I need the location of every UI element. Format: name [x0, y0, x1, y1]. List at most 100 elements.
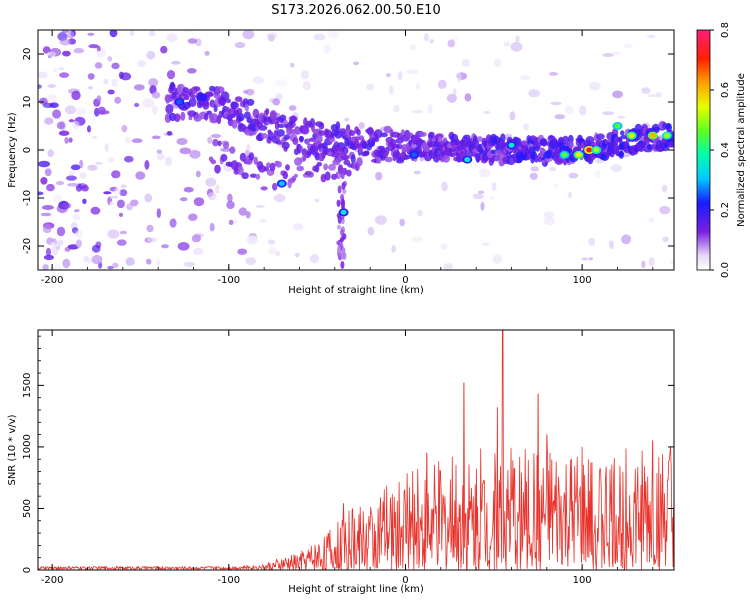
signal-blob: [665, 123, 673, 133]
noise-blob: [215, 184, 220, 194]
noise-blob: [610, 164, 623, 172]
signal-blob: [668, 143, 674, 148]
noise-blob: [252, 76, 265, 85]
signal-blob: [318, 130, 326, 136]
noise-blob: [75, 230, 83, 238]
signal-blob: [652, 126, 660, 132]
noise-blob: [68, 137, 73, 143]
signal-blob: [246, 117, 253, 124]
noise-blob: [130, 30, 134, 36]
noise-blob: [207, 136, 213, 144]
noise-blob: [188, 213, 198, 221]
signal-blob: [286, 126, 293, 136]
signal-blob: [341, 168, 346, 173]
signal-blob: [174, 113, 181, 122]
spectrogram-xtick-label: -100: [217, 275, 240, 286]
noise-blob: [509, 111, 516, 121]
signal-blob: [165, 104, 174, 114]
signal-blob: [210, 159, 217, 165]
noise-blob: [146, 258, 152, 265]
colorbar-tick-label: 0.2: [720, 202, 731, 218]
noise-blob: [375, 171, 383, 181]
signal-blob: [395, 144, 404, 150]
signal-blob: [472, 138, 480, 148]
signal-blob: [596, 133, 605, 140]
noise-blob: [130, 199, 139, 207]
spectrogram-ylabel: Frequency (Hz): [7, 112, 18, 188]
noise-blob: [42, 223, 52, 234]
signal-blob: [290, 115, 297, 123]
noise-blob: [568, 172, 579, 179]
noise-blob: [58, 130, 70, 136]
spectrogram-xlabel: Height of straight line (km): [288, 285, 424, 296]
noise-blob: [46, 183, 55, 192]
noise-blob: [107, 89, 115, 95]
signal-blob: [244, 103, 249, 112]
noise-blob: [176, 138, 188, 145]
colorbar-tick-label: 0.8: [720, 22, 731, 38]
signal-blob: [298, 135, 304, 142]
signal-blob: [205, 92, 215, 97]
noise-blob: [543, 211, 555, 219]
noise-blob: [641, 87, 651, 94]
noise-blob: [413, 170, 421, 175]
noise-blob: [179, 147, 192, 155]
hotspot: [199, 94, 206, 100]
noise-blob: [135, 171, 146, 180]
noise-blob: [228, 219, 234, 225]
signal-blob: [293, 173, 298, 178]
signal-blob: [231, 119, 238, 129]
signal-blob: [339, 153, 346, 159]
signal-blob: [327, 151, 333, 156]
noise-blob: [543, 216, 556, 226]
noise-blob: [648, 257, 655, 267]
signal-blob: [521, 140, 528, 146]
signal-blob: [380, 132, 388, 138]
colorbar-tick-label: 0.4: [720, 142, 731, 158]
signal-blob: [373, 129, 383, 139]
signal-blob: [269, 162, 276, 172]
noise-blob: [52, 109, 62, 119]
noise-blob: [156, 258, 161, 267]
noise-blob: [81, 185, 89, 192]
noise-blob: [111, 170, 121, 179]
noise-blob: [142, 98, 155, 108]
signal-blob: [180, 111, 186, 121]
noise-blob: [187, 38, 198, 44]
noise-blob: [119, 189, 128, 197]
signal-blob: [662, 122, 667, 130]
noise-blob: [493, 58, 502, 68]
signal-blob: [285, 164, 290, 171]
signal-blob: [281, 141, 290, 150]
noise-blob: [40, 177, 48, 185]
noise-blob: [207, 192, 217, 201]
noise-blob: [245, 257, 257, 266]
signal-blob: [237, 166, 244, 176]
noise-blob: [87, 73, 95, 80]
noise-blob: [166, 33, 178, 42]
signal-blob: [395, 148, 400, 158]
signal-blob: [292, 137, 299, 146]
noise-blob: [268, 239, 276, 245]
noise-blob: [595, 158, 604, 164]
noise-blob: [409, 44, 417, 50]
noise-blob: [160, 45, 168, 54]
colorbar-tick-label: 0.0: [720, 262, 731, 278]
noise-blob: [457, 73, 462, 82]
noise-blob: [602, 53, 614, 57]
signal-blob: [554, 156, 564, 165]
noise-blob: [275, 78, 288, 87]
signal-blob: [341, 198, 346, 209]
signal-blob: [258, 125, 268, 131]
noise-blob: [612, 51, 621, 55]
signal-blob: [494, 156, 500, 162]
signal-blob: [585, 136, 595, 145]
noise-blob: [55, 245, 61, 250]
noise-blob: [104, 142, 109, 153]
signal-blob: [349, 130, 356, 137]
noise-blob: [91, 244, 101, 253]
noise-blob: [151, 91, 161, 99]
noise-blob: [461, 59, 470, 67]
noise-blob: [429, 38, 435, 44]
